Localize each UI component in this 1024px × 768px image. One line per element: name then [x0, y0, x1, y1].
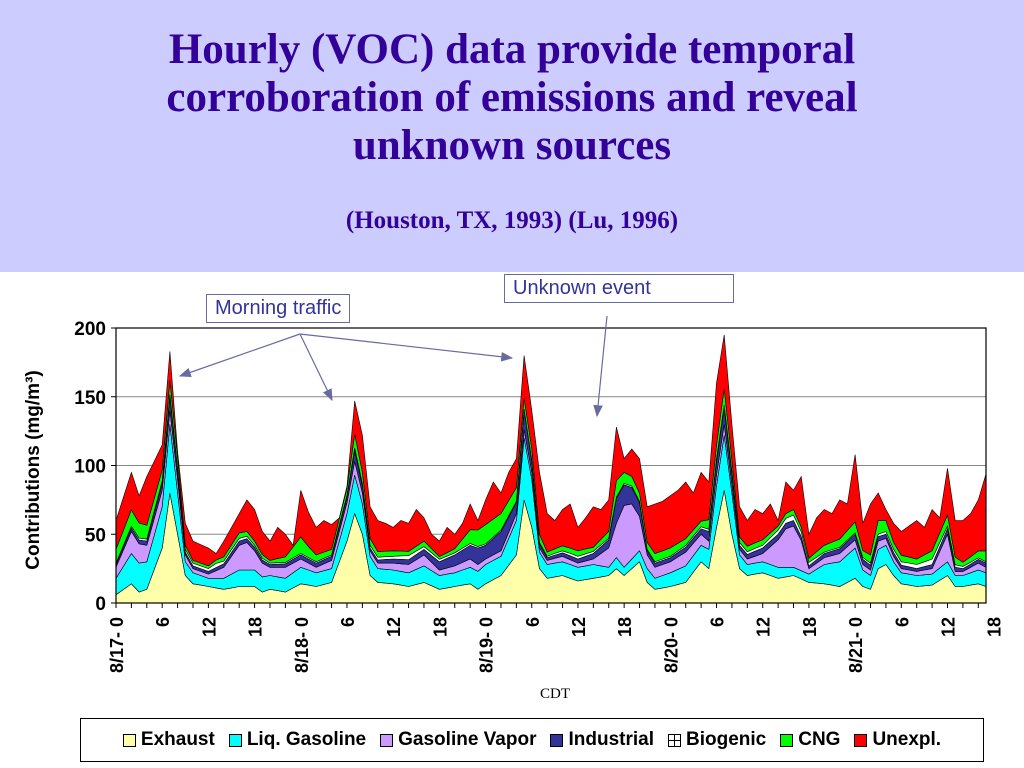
- x-tick-label: 12: [384, 617, 404, 637]
- x-tick-label: 6: [153, 617, 173, 627]
- legend-item: Exhaust: [122, 729, 215, 751]
- legend-label: Exhaust: [140, 729, 215, 750]
- x-tick-label: 18: [615, 617, 635, 637]
- legend-swatch: [380, 733, 394, 747]
- x-tick-label: 18: [430, 617, 450, 637]
- title-line-1: Hourly (VOC) data provide temporal: [168, 26, 856, 73]
- x-tick-label: 18: [985, 617, 1005, 637]
- x-tick-label: 18: [800, 617, 820, 637]
- legend-swatch: [228, 733, 242, 747]
- x-tick-label: 8/19- 0: [477, 617, 497, 673]
- legend-swatch: [667, 733, 681, 747]
- x-tick-label: 6: [708, 617, 728, 627]
- legend-label: Gasoline Vapor: [398, 729, 537, 750]
- y-axis-label: Contributions (mg/m³): [23, 370, 44, 570]
- y-tick-label: 0: [95, 594, 106, 615]
- x-tick-label: 12: [569, 617, 589, 637]
- legend-label: CNG: [798, 729, 841, 750]
- legend-swatch: [854, 733, 868, 747]
- legend-swatch: [122, 733, 136, 747]
- legend-item: CNG: [780, 729, 840, 751]
- chart-legend: Exhaust Liq. Gasoline Gasoline Vapor Indust…: [80, 718, 984, 762]
- x-tick-label: 8/17- 0: [107, 617, 127, 673]
- title-line-2: corroboration of emissions and reveal: [166, 74, 858, 121]
- legend-item: Gasoline Vapor: [380, 729, 536, 751]
- y-tick-label: 200: [74, 319, 106, 340]
- legend-label: Industrial: [568, 729, 654, 750]
- callout-morning-traffic: Morning traffic: [206, 294, 351, 323]
- x-tick-label: 12: [199, 617, 219, 637]
- legend-item: Unexpl.: [854, 729, 941, 751]
- legend-item: Industrial: [550, 729, 654, 751]
- x-tick-label: 12: [939, 617, 959, 637]
- callout-unknown-event: Unknown event: [504, 274, 734, 303]
- arrow-unknown-event: [593, 315, 608, 418]
- legend-swatch: [780, 733, 794, 747]
- x-tick-label: 8/21- 0: [846, 617, 866, 673]
- legend-item: Biogenic: [667, 729, 767, 751]
- x-axis-label: CDT: [540, 686, 570, 702]
- title-banner: Hourly (VOC) data provide temporal corro…: [0, 0, 1024, 272]
- x-tick-label: 6: [338, 617, 358, 627]
- page-title: Hourly (VOC) data provide temporal corro…: [0, 26, 1024, 170]
- x-tick-label: 12: [754, 617, 774, 637]
- legend-label: Liq. Gasoline: [246, 729, 367, 750]
- y-tick-label: 50: [85, 525, 106, 546]
- arrow-traffic-day1: [178, 333, 301, 377]
- arrow-traffic-day2: [299, 333, 333, 402]
- x-tick-label: 6: [892, 617, 912, 627]
- y-tick-label: 100: [74, 457, 106, 478]
- x-tick-label: 18: [246, 617, 266, 637]
- x-tick-label: 8/18- 0: [292, 617, 312, 673]
- y-tick-label: 150: [74, 388, 106, 409]
- legend-swatch: [550, 733, 564, 747]
- stacked-area-chart: 0 50 100 150 200 8/17- 0 6 12 18 8/18- 0 6 12 18 8/19…: [74, 315, 1005, 673]
- legend-label: Unexpl.: [872, 729, 942, 750]
- x-tick-label: 6: [523, 617, 543, 627]
- title-line-3: unknown sources: [352, 122, 672, 169]
- legend-label: Biogenic: [685, 729, 767, 750]
- legend-item: Liq. Gasoline: [228, 729, 367, 751]
- x-tick-label: 8/20- 0: [661, 617, 681, 673]
- arrow-traffic-day3: [299, 333, 514, 362]
- page-subtitle: (Houston, TX, 1993) (Lu, 1996): [345, 207, 679, 234]
